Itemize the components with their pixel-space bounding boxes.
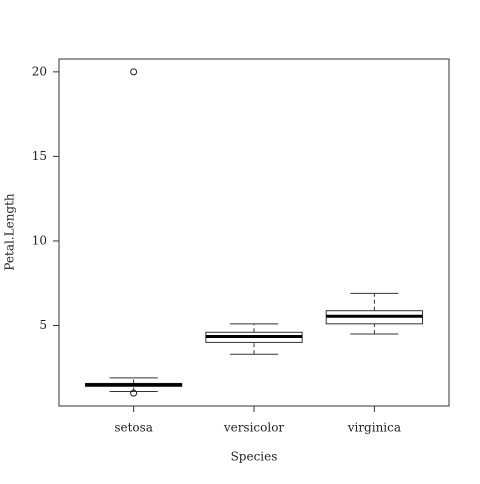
outlier xyxy=(130,68,138,76)
x-tick-label: versicolor xyxy=(223,421,285,435)
x-axis-label: Species xyxy=(231,450,278,464)
x-tick-label: setosa xyxy=(114,421,153,435)
y-tick-label: 15 xyxy=(32,149,47,163)
x-tick-label: virginica xyxy=(347,421,401,435)
y-tick-label: 5 xyxy=(39,318,47,332)
y-axis-label: Petal.Length xyxy=(3,193,17,271)
y-tick-label: 10 xyxy=(32,233,47,247)
outlier xyxy=(130,389,138,397)
y-tick-label: 20 xyxy=(32,64,47,78)
